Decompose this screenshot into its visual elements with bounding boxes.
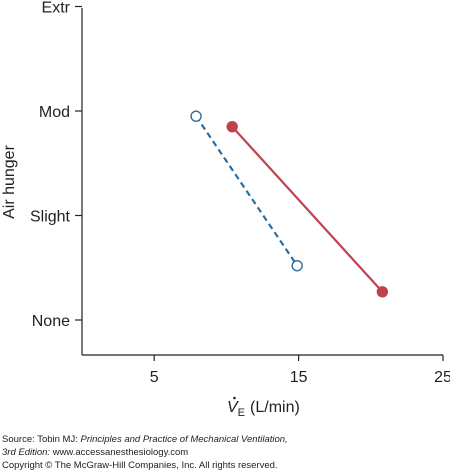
x-tick-label: 25 (434, 369, 450, 386)
x-tick-label: 15 (290, 369, 308, 386)
x-axis-title: VE (L/min) (227, 396, 300, 419)
series-1-line (195, 115, 299, 267)
copyright: Copyright © The McGraw-Hill Companies, I… (2, 460, 278, 471)
x-tick-label: 5 (150, 369, 159, 386)
y-ticks: None Slight Mod Extr (30, 0, 82, 330)
source-prefix: Source: Tobin MJ: (2, 434, 81, 445)
x-axis-subscript: E (238, 407, 245, 419)
source-edition: 3rd Edition: (2, 447, 51, 458)
y-tick-label: Mod (39, 104, 70, 121)
x-ticks: 5 15 25 (150, 355, 450, 386)
y-tick-label: Extr (42, 0, 71, 17)
svg-text:VE(L/min): VE (L/min) (227, 399, 300, 419)
series-2-point (376, 286, 389, 298)
source-url: www.accessanesthesiology.com (50, 447, 189, 458)
y-axis-title: Air hunger (1, 144, 18, 218)
x-axis-unit: (L/min) (250, 399, 300, 416)
chart: None Slight Mod Extr 5 15 25 Air hunger VE (L/… (1, 0, 450, 419)
y-tick-label: None (32, 313, 70, 330)
series-layer (190, 110, 389, 298)
x-axis-symbol: V (227, 399, 239, 416)
series-1-point (190, 110, 202, 122)
source-title: Principles and Practice of Mechanical Ve… (80, 434, 288, 445)
v-dot-mark (233, 396, 236, 400)
source-edition-line: 3rd Edition: www.accessanesthesiology.co… (2, 446, 188, 459)
series-1-point (291, 259, 303, 272)
axes (81, 8, 443, 356)
source-citation: Source: Tobin MJ: Principles and Practic… (2, 433, 288, 446)
series-2-line (231, 125, 384, 293)
series-2-point (226, 120, 238, 133)
y-tick-label: Slight (30, 209, 71, 226)
